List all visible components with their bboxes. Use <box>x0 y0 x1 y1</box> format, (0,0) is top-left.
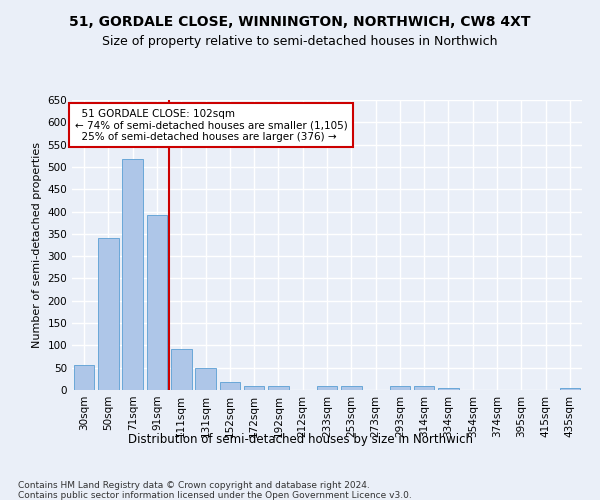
Text: Contains HM Land Registry data © Crown copyright and database right 2024.
Contai: Contains HM Land Registry data © Crown c… <box>18 480 412 500</box>
Bar <box>341 386 362 390</box>
Bar <box>220 382 240 390</box>
Text: Size of property relative to semi-detached houses in Northwich: Size of property relative to semi-detach… <box>102 35 498 48</box>
Text: 51 GORDALE CLOSE: 102sqm
← 74% of semi-detached houses are smaller (1,105)
  25%: 51 GORDALE CLOSE: 102sqm ← 74% of semi-d… <box>74 108 347 142</box>
Bar <box>244 386 265 390</box>
Bar <box>146 214 167 390</box>
Text: 51, GORDALE CLOSE, WINNINGTON, NORTHWICH, CW8 4XT: 51, GORDALE CLOSE, WINNINGTON, NORTHWICH… <box>69 15 531 29</box>
Bar <box>317 386 337 390</box>
Y-axis label: Number of semi-detached properties: Number of semi-detached properties <box>32 142 42 348</box>
Bar <box>98 238 119 390</box>
Text: Distribution of semi-detached houses by size in Northwich: Distribution of semi-detached houses by … <box>128 432 473 446</box>
Bar <box>195 368 216 390</box>
Bar <box>171 348 191 390</box>
Bar <box>560 388 580 390</box>
Bar <box>122 159 143 390</box>
Bar <box>389 386 410 390</box>
Bar <box>268 386 289 390</box>
Bar <box>438 388 459 390</box>
Bar <box>414 386 434 390</box>
Bar <box>74 364 94 390</box>
